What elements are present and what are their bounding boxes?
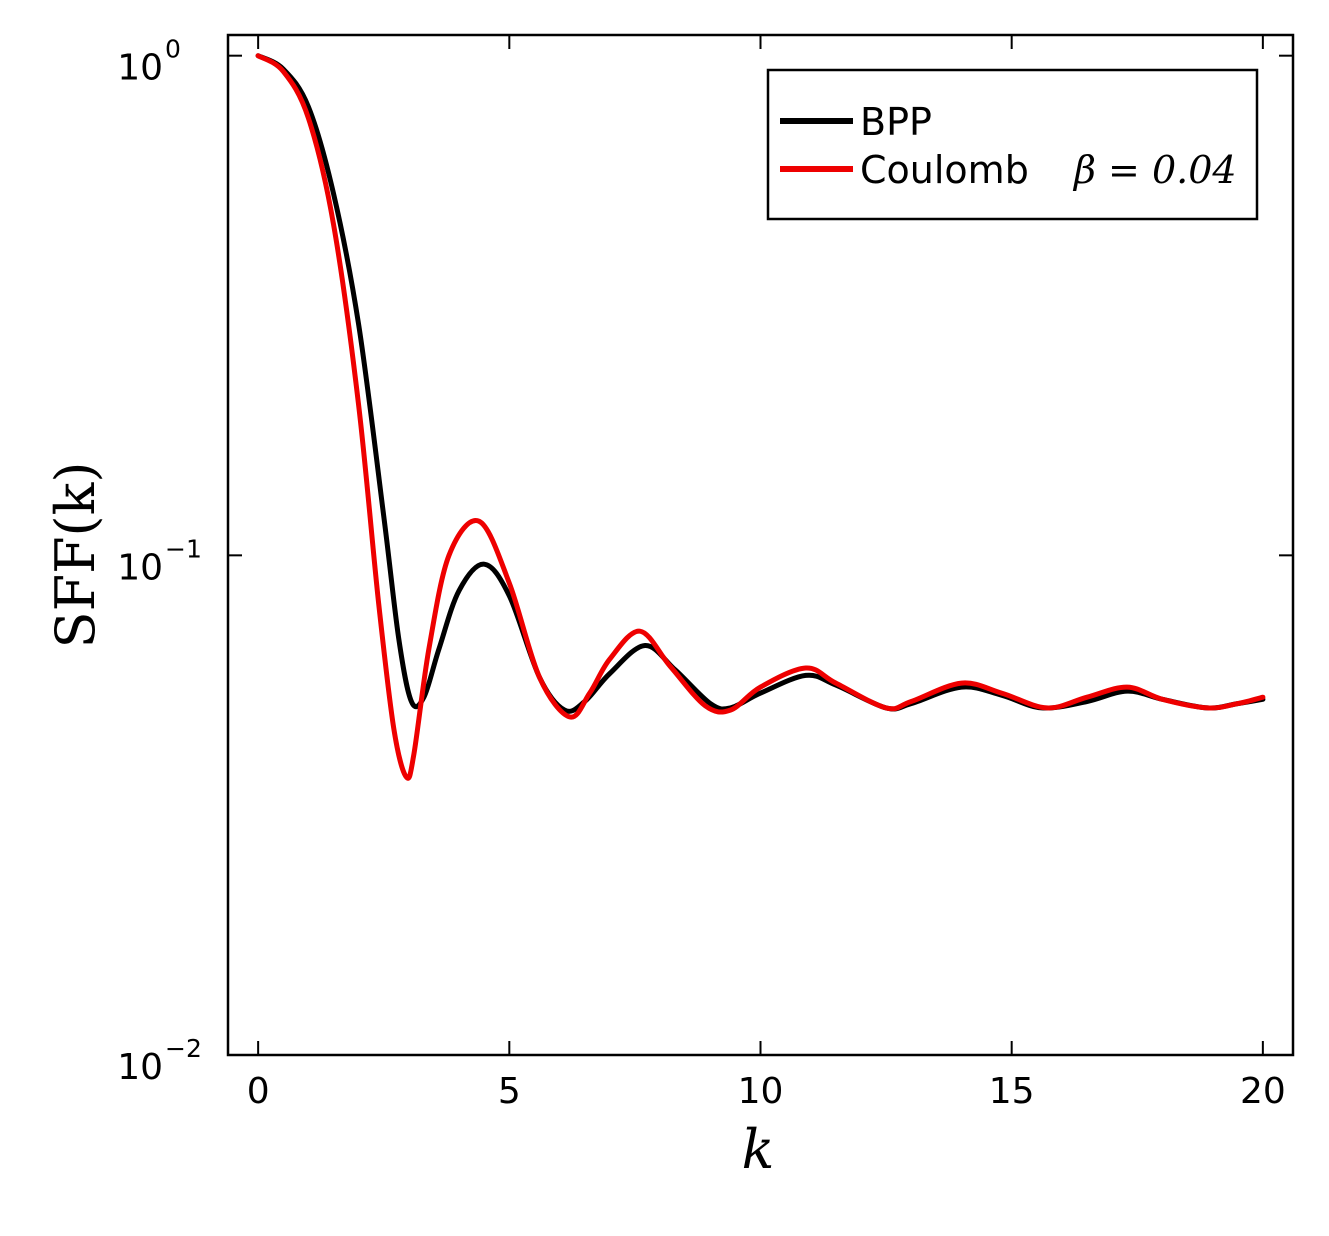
x-tick-label: 15 bbox=[989, 1071, 1035, 1112]
x-axis-label: k bbox=[742, 1118, 775, 1181]
y-tick-exponent: −1 bbox=[165, 534, 202, 563]
y-tick-label: 10 bbox=[117, 547, 163, 588]
x-tick-label: 10 bbox=[738, 1071, 784, 1112]
legend-math-coulomb: β = 0.04 bbox=[1072, 148, 1237, 192]
x-tick-label: 20 bbox=[1240, 1071, 1286, 1112]
series-lines bbox=[255, 53, 1266, 781]
y-tick-exponent: −2 bbox=[165, 1034, 202, 1063]
axis-ticks bbox=[228, 35, 1293, 1056]
legend-label-coulomb: Coulomb bbox=[860, 148, 1029, 192]
legend-box bbox=[766, 68, 1259, 221]
y-tick-exponent: 0 bbox=[165, 35, 181, 64]
y-tick-label: 10 bbox=[117, 1047, 163, 1088]
y-axis-label: SFF(k) bbox=[44, 462, 107, 649]
x-tick-label: 0 bbox=[247, 1071, 270, 1112]
y-tick-label: 10 bbox=[117, 48, 163, 89]
x-tick-label: 5 bbox=[498, 1071, 521, 1112]
series-line-coulomb bbox=[255, 53, 1266, 781]
legend: BPP Coulomb β = 0.04 bbox=[766, 68, 1259, 221]
legend-label-bpp: BPP bbox=[860, 100, 932, 144]
